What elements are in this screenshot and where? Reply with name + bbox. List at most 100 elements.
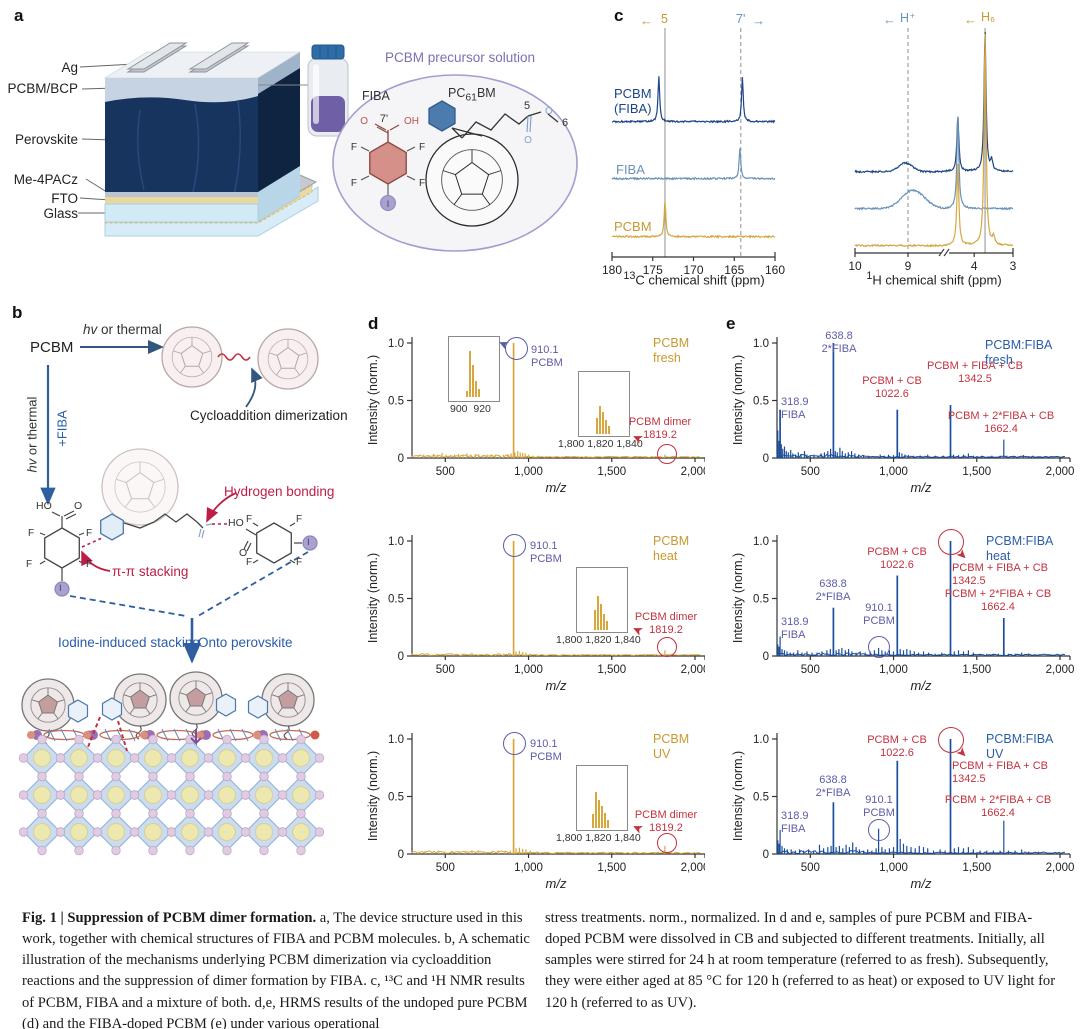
iodine-dashed-left — [69, 595, 187, 617]
panel-letter-d: d — [368, 314, 379, 333]
d2-corner-label: PCBM heat — [653, 534, 689, 564]
svg-text:1,500: 1,500 — [597, 466, 626, 478]
trace-label-pcbm: PCBM — [614, 219, 652, 234]
ms-d-uv-plot: 0 0.5 1.0 500 1,000 1,500 2,000 m/z — [388, 733, 705, 891]
e3-trio-circle — [938, 727, 964, 753]
e1-trio-label: PCBM + FIBA + CB 1342.5 — [900, 360, 1050, 386]
d3-inset-dimer-cluster — [592, 792, 609, 828]
fullerene-dimer — [161, 326, 319, 390]
e2-pcbm-circle — [868, 636, 890, 658]
svg-text:160: 160 — [765, 263, 785, 277]
svg-text:500: 500 — [436, 664, 455, 676]
arrow-left-steel-icon: ← — [883, 12, 896, 27]
e1-quad-label: PCBM + 2*FIBA + CB 1662.4 — [921, 410, 1080, 436]
svg-text:0.5: 0.5 — [388, 792, 404, 804]
svg-text:2,000: 2,000 — [1046, 862, 1075, 874]
n: PCBM + 2*FIBA + CB — [944, 794, 1052, 806]
v: 1662.4 — [981, 601, 1015, 613]
d1-inset-dimer-ticks: 1,800 1,820 1,840 — [558, 438, 643, 450]
dimer-value: 1819.2 — [649, 624, 683, 636]
pcbm-title-sub: 61 — [465, 92, 477, 104]
v: 638.8 — [819, 578, 847, 590]
svg-text:0: 0 — [763, 849, 769, 861]
b-f1: F — [28, 528, 35, 539]
b-f8: F — [296, 557, 303, 568]
panel-letter-b: b — [12, 303, 23, 322]
pcbm-structure — [425, 100, 559, 227]
svg-text:2,000: 2,000 — [681, 862, 705, 874]
b-hbond-label: Hydrogen bonding — [224, 484, 335, 499]
nmr-13c-xlabel: 13C chemical shift (ppm) — [594, 270, 794, 287]
svg-text:1,500: 1,500 — [962, 664, 991, 676]
v: 1022.6 — [880, 559, 914, 571]
panel-d: d 0 0.5 1.0 500 1,000 1,500 2,000 m/z Intensity… — [360, 300, 705, 900]
b-i-right: I — [307, 537, 310, 548]
n: FIBA — [781, 823, 806, 835]
v: 318.9 — [781, 396, 809, 408]
anchor-dashed-2 — [117, 720, 128, 752]
n: PCBM + 2*FIBA + CB — [947, 410, 1055, 422]
d1-pcbm-peak-label: 910.1 PCBM — [531, 344, 563, 370]
ms-d-fresh-block: 0 0.5 1.0 500 1,000 1,500 2,000 m/z Intensity (… — [360, 320, 705, 518]
svg-text:1,000: 1,000 — [514, 466, 543, 478]
svg-text:2,000: 2,000 — [1046, 664, 1075, 676]
hv-italic: hv — [24, 458, 40, 473]
n: PCBM + FIBA + CB — [927, 360, 1023, 372]
glass-layer — [104, 203, 259, 223]
e2-fiba-label: 318.9 FIBA — [781, 616, 809, 642]
svg-text:1,000: 1,000 — [514, 664, 543, 676]
dimer-name: PCBM dimer — [634, 611, 698, 623]
d2-dimer-circle — [657, 637, 677, 657]
d3-pcbm-peak-label: 910.1 PCBM — [530, 738, 562, 764]
svg-text:1.0: 1.0 — [388, 536, 404, 548]
v: 1342.5 — [958, 373, 992, 385]
marker-5: 5 — [661, 12, 668, 26]
svg-text:500: 500 — [436, 862, 455, 874]
d1-inset-dimer-cluster — [596, 406, 610, 434]
trace-label-line2: (FIBA) — [614, 101, 652, 116]
e2-pcbmcb-label: PCBM + CB 1022.6 — [842, 546, 952, 572]
marker-7prime: 7' — [736, 12, 746, 26]
n: PCBM + CB — [867, 734, 927, 746]
fiba-title: FIBA — [362, 89, 390, 103]
e2-difiba-label: 638.8 2*FIBA — [803, 578, 863, 604]
e3-difiba-label: 638.8 2*FIBA — [803, 774, 863, 800]
v: 1342.5 — [952, 575, 986, 587]
svg-text:500: 500 — [801, 862, 820, 874]
e1-pcbmcb-label: PCBM + CB 1022.6 — [837, 375, 947, 401]
pcbm-title: PC61BM — [448, 86, 496, 104]
svg-text:0: 0 — [398, 651, 404, 663]
nmr-13c-plot: 180 175 170 165 160 — [602, 28, 785, 277]
pipi-arrow — [81, 550, 111, 572]
svg-text:1.0: 1.0 — [753, 734, 769, 746]
pcbm-title-post: BM — [476, 86, 496, 100]
n: FIBA — [781, 409, 806, 421]
silver-electrodes — [126, 42, 250, 73]
b-cycloaddition-label: Cycloaddition dimerization — [190, 408, 348, 423]
fiba-left-structure — [39, 510, 85, 597]
ms-d-heat-plot: 0 0.5 1.0 500 1,000 1,500 2,000 m/z — [388, 535, 705, 693]
e2-quad-label: PCBM + 2*FIBA + CB 1662.4 — [918, 588, 1078, 614]
svg-text:1.0: 1.0 — [753, 536, 769, 548]
panel-e: e 0 0.5 1.0 500 1,000 1,500 2,000 m/z Intensity… — [705, 300, 1080, 900]
tick: 900 — [450, 403, 468, 415]
pcbm-pos6-label: 6 — [562, 117, 568, 129]
tick: 1,820 — [587, 438, 614, 450]
b-f7: F — [246, 557, 253, 568]
b-hv-thermal-top: hv or thermal — [83, 322, 162, 337]
arrow-right-steel-icon: → — [752, 13, 765, 28]
svg-text:500: 500 — [436, 466, 455, 478]
fiba-i-label: I — [387, 199, 390, 209]
svg-text:2,000: 2,000 — [681, 664, 705, 676]
fiba-f1: F — [351, 142, 357, 153]
d3-dimer-circle — [657, 833, 677, 853]
layer-label-pcbm-bcp: PCBM/BCP — [7, 81, 78, 96]
e1-fiba-label: 318.9 FIBA — [781, 396, 809, 422]
hv-rest: or thermal — [97, 322, 162, 337]
device-illustration: 7' OH O F F F F I 5 O O 6 — [78, 42, 578, 252]
e3-trio-label: PCBM + FIBA + CB 1342.5 — [952, 760, 1048, 786]
d1-inset-main-cluster — [466, 351, 480, 397]
svg-text:0.5: 0.5 — [388, 396, 404, 408]
svg-text:1,500: 1,500 — [962, 862, 991, 874]
tick: 1,800 — [558, 438, 585, 450]
